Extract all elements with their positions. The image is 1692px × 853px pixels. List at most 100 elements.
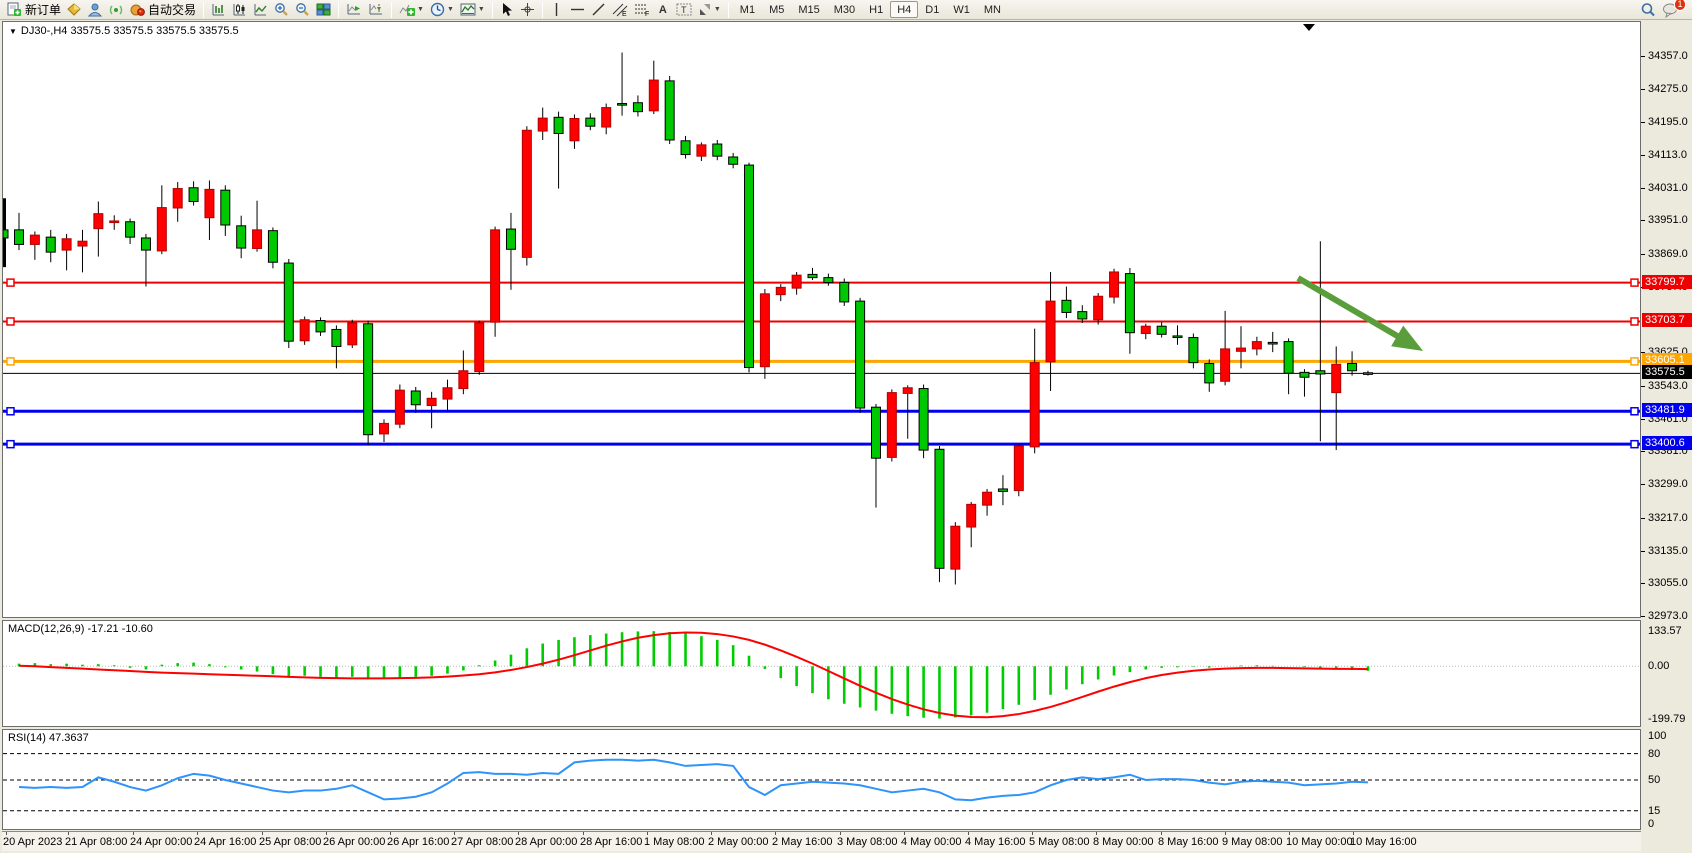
time-label: 28 Apr 00:00: [515, 836, 578, 848]
arrows-button[interactable]: ▼: [695, 1, 724, 19]
price-tick: [1641, 451, 1645, 453]
time-label: 2 May 00:00: [708, 836, 769, 848]
macd-tick-label: -199.79: [1648, 713, 1686, 726]
candlestick-chart-icon: [232, 2, 247, 17]
separator: [727, 1, 729, 18]
macd-label: MACD(12,26,9) -17.21 -10.60: [8, 623, 153, 635]
equidistant-channel-button[interactable]: E: [609, 1, 631, 19]
price-axis[interactable]: 34357.0 34275.0 34195.0 34113.0 34031.0 33951…: [1641, 21, 1692, 851]
arrows-dropdown-caret: ▼: [713, 6, 721, 13]
time-tick: [1225, 832, 1226, 835]
signals-icon: [109, 2, 124, 17]
time-label: 27 Apr 08:00: [451, 836, 514, 848]
candlestick-chart-button[interactable]: [229, 1, 250, 19]
time-label: 24 Apr 00:00: [130, 836, 193, 848]
time-tick: [904, 832, 905, 835]
time-label: 21 Apr 08:00: [65, 836, 128, 848]
price-tick: [1641, 517, 1645, 519]
notification-badge: 1: [1674, 0, 1686, 11]
rsi-label: RSI(14) 47.3637: [8, 732, 89, 744]
price-line-badge: 33575.5: [1642, 365, 1692, 380]
time-tick: [1289, 832, 1290, 835]
templates-button[interactable]: ▼: [457, 1, 488, 19]
gold-button[interactable]: [64, 1, 85, 19]
timeframe-w1[interactable]: W1: [953, 3, 970, 16]
separator: [203, 1, 205, 18]
time-label: 25 Apr 08:00: [259, 836, 322, 848]
chart-shift-marker: [1303, 24, 1315, 31]
price-tick-label: 32973.0: [1648, 610, 1688, 623]
time-tick: [326, 832, 327, 835]
timeframe-m5[interactable]: M5: [769, 3, 785, 16]
indicators-dropdown-caret: ▼: [417, 6, 424, 13]
toolbar: 新订单 自动交易 ▼ ▼ ▼ E F A T ▼ M: [0, 0, 1692, 20]
timeframe-m15[interactable]: M15: [798, 3, 820, 16]
price-tick: [1641, 352, 1645, 354]
auto-scroll-button[interactable]: [343, 1, 365, 19]
time-label: 24 Apr 16:00: [194, 836, 257, 848]
timeframe-h4[interactable]: H4: [890, 1, 919, 18]
price-line-badge: 33400.6: [1642, 436, 1692, 451]
timeframe-m1[interactable]: M1: [739, 3, 756, 16]
time-label: 10 May 00:00: [1286, 836, 1353, 848]
vertical-line-button[interactable]: [547, 1, 567, 19]
line-chart-button[interactable]: [250, 1, 271, 19]
symbol-dropdown-icon[interactable]: ▼: [9, 27, 17, 36]
rsi-panel[interactable]: RSI(14) 47.3637: [2, 729, 1641, 830]
price-tick-label: 34357.0: [1648, 49, 1688, 62]
indicators-button[interactable]: ▼: [396, 1, 427, 19]
text-label-button[interactable]: T: [673, 1, 695, 19]
time-tick: [6, 832, 7, 835]
chat-button[interactable]: 1: [1659, 0, 1686, 19]
time-tick: [390, 832, 391, 835]
price-tick: [1641, 55, 1645, 57]
rsi-canvas: [3, 753, 1640, 812]
fibonacci-button[interactable]: F: [631, 1, 653, 19]
price-tick: [1641, 89, 1645, 91]
timeframe-d1[interactable]: D1: [925, 3, 940, 16]
signals-button[interactable]: [106, 1, 127, 19]
macd-panel[interactable]: MACD(12,26,9) -17.21 -10.60: [2, 620, 1641, 727]
horizontal-line-button[interactable]: [567, 1, 588, 19]
price-tick-label: 33217.0: [1648, 511, 1688, 524]
separator: [541, 1, 543, 18]
price-tick-label: 34275.0: [1648, 83, 1688, 96]
symbol-ohlc-text: DJ30-,H4 33575.5 33575.5 33575.5 33575.5: [20, 25, 239, 37]
separator: [391, 1, 393, 18]
auto-scroll-icon: [346, 2, 362, 17]
fibonacci-icon: F: [634, 2, 650, 17]
time-label: 28 Apr 16:00: [580, 836, 643, 848]
symbol-ohlc-line: ▼ DJ30-,H4 33575.5 33575.5 33575.5 33575.…: [9, 25, 239, 37]
timeframe-mn[interactable]: MN: [983, 3, 1001, 16]
time-axis[interactable]: 20 Apr 2023 21 Apr 08:00 24 Apr 00:00 24 Ap…: [2, 831, 1641, 851]
new-order-button[interactable]: 新订单: [4, 1, 64, 19]
trendline-button[interactable]: [588, 1, 609, 19]
chart-shift-button[interactable]: [365, 1, 387, 19]
periods-dropdown-caret: ▼: [446, 6, 454, 13]
line-chart-icon: [253, 2, 268, 17]
price-tick: [1641, 418, 1645, 420]
timeframe-h1[interactable]: H1: [869, 3, 884, 16]
search-button[interactable]: [1637, 1, 1659, 19]
periods-button[interactable]: ▼: [427, 1, 457, 19]
time-label: 4 May 16:00: [965, 836, 1026, 848]
time-label: 8 May 00:00: [1093, 836, 1154, 848]
cursor-button[interactable]: [497, 1, 517, 19]
price-tick-label: 33135.0: [1648, 544, 1688, 557]
price-line-badge: 33703.7: [1642, 313, 1692, 328]
market-watch-button[interactable]: [85, 1, 106, 19]
macd-canvas: [3, 631, 1640, 719]
crosshair-button[interactable]: [517, 1, 538, 19]
bar-chart-button[interactable]: [208, 1, 229, 19]
auto-trading-button[interactable]: 自动交易: [127, 1, 199, 19]
text-button[interactable]: A: [653, 1, 673, 19]
trend-arrow-head: [1391, 325, 1424, 352]
svg-text:E: E: [622, 11, 627, 17]
tile-windows-button[interactable]: [313, 1, 334, 19]
price-chart-panel[interactable]: ▼ DJ30-,H4 33575.5 33575.5 33575.5 33575.…: [2, 21, 1641, 618]
zoom-out-button[interactable]: [292, 1, 313, 19]
zoom-in-button[interactable]: [271, 1, 292, 19]
time-tick: [968, 832, 969, 835]
timeframe-m30[interactable]: M30: [833, 3, 856, 16]
